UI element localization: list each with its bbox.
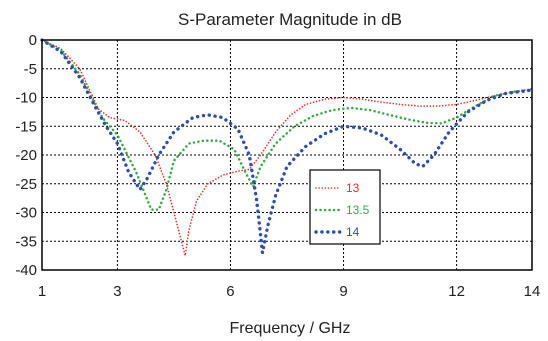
y-tick-label: -40 (15, 262, 37, 279)
x-tick-labels: 1 3 6 9 12 14 (38, 283, 541, 300)
chart-title: S-Parameter Magnitude in dB (178, 10, 402, 29)
x-tick-label: 3 (113, 283, 121, 300)
x-tick-label: 14 (524, 283, 541, 300)
y-tick-label: -20 (15, 147, 37, 164)
series-line-13 (41, 39, 533, 256)
legend-label: 14 (346, 225, 360, 239)
plot-frame (41, 39, 533, 271)
x-tick-label: 9 (339, 283, 347, 300)
series-line-13.5 (40, 38, 534, 211)
legend: 13 13.5 14 (309, 169, 381, 245)
legend-label: 13.5 (346, 203, 370, 217)
y-tick-label: 0 (29, 32, 37, 49)
y-tick-label: -15 (15, 118, 37, 135)
grid-lines (42, 40, 532, 270)
y-tick-labels: 0 -5 -10 -15 -20 -25 -30 -35 -40 (15, 32, 37, 279)
y-tick-label: -5 (24, 61, 37, 78)
y-tick-label: -10 (15, 90, 37, 107)
y-tick-label: -25 (15, 176, 37, 193)
legend-label: 13 (346, 181, 360, 195)
series-layer (40, 38, 534, 256)
y-tick-label: -35 (15, 233, 37, 250)
series-line-14 (40, 38, 534, 254)
x-axis-label: Frequency / GHz (230, 320, 351, 337)
x-tick-label: 6 (226, 283, 234, 300)
x-tick-label: 12 (448, 283, 465, 300)
x-tick-label: 1 (38, 283, 46, 300)
y-tick-label: -30 (15, 205, 37, 222)
